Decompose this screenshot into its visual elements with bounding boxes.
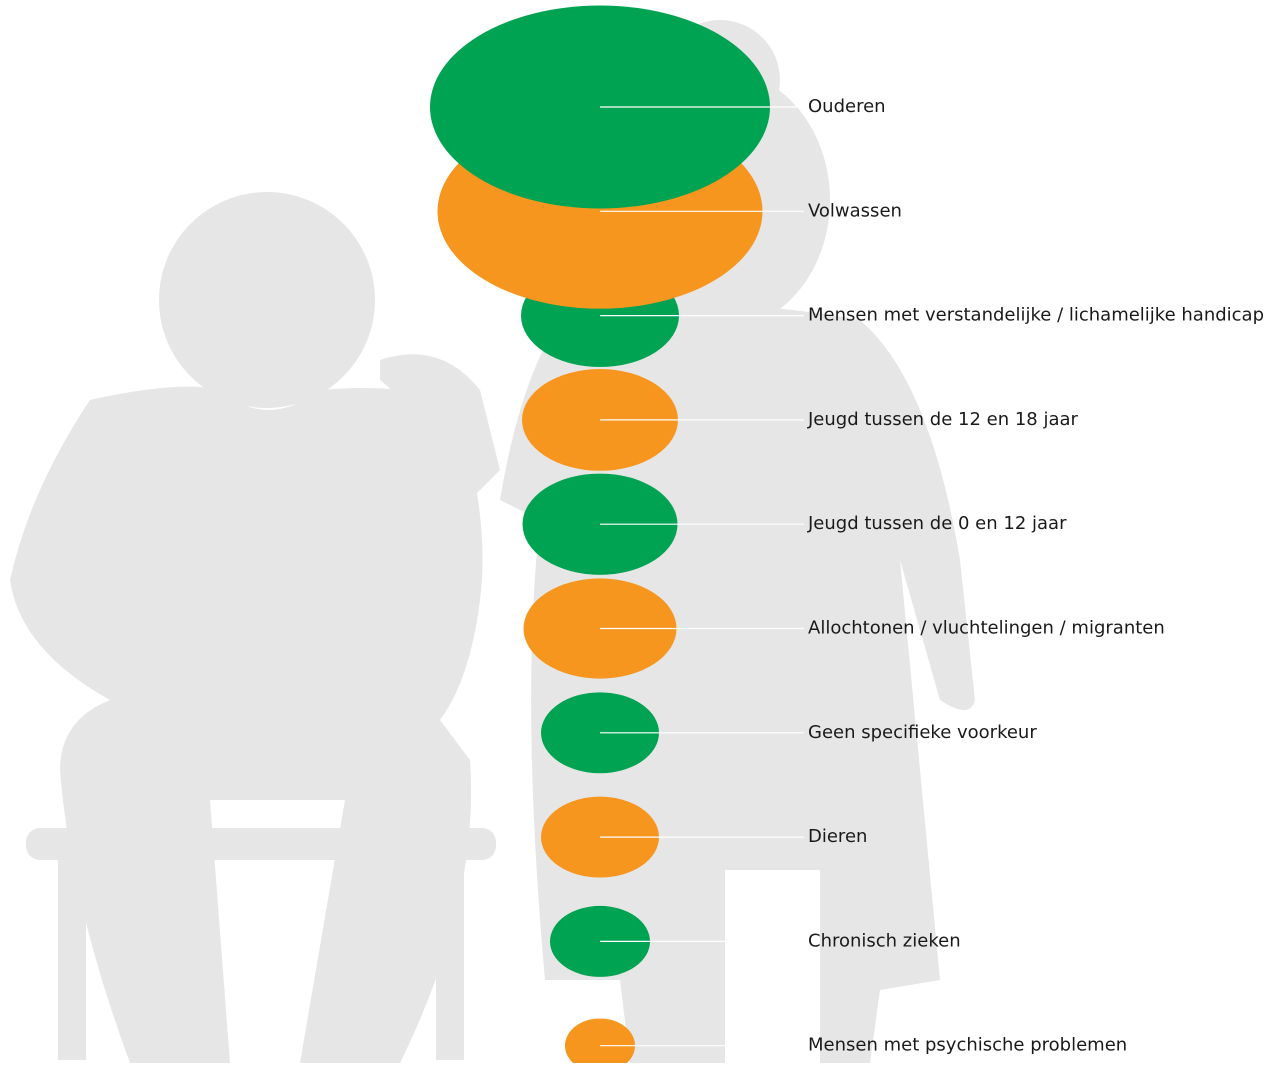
category-label: Mensen met psychische problemen bbox=[808, 1035, 1127, 1056]
bubble bbox=[565, 1018, 635, 1067]
chair-leg bbox=[58, 840, 86, 1060]
category-label: Dieren bbox=[808, 826, 867, 847]
category-label: Mensen met verstandelijke / lichamelijke… bbox=[808, 305, 1264, 326]
category-label: Volwassen bbox=[808, 200, 902, 221]
category-label: Allochtonen / vluchtelingen / migranten bbox=[808, 618, 1165, 639]
man-body bbox=[10, 386, 483, 1064]
chair-leg bbox=[436, 840, 464, 1060]
category-label: Geen specifieke voorkeur bbox=[808, 722, 1037, 743]
category-label: Jeugd tussen de 0 en 12 jaar bbox=[807, 513, 1067, 534]
category-label: Ouderen bbox=[808, 96, 886, 117]
category-label: Chronisch zieken bbox=[808, 930, 961, 951]
category-label: Jeugd tussen de 12 en 18 jaar bbox=[807, 409, 1079, 430]
labels: Ouderen Volwassen Mensen met verstandelijk… bbox=[600, 96, 1264, 1056]
chair-seat bbox=[26, 828, 496, 860]
man-head bbox=[159, 192, 375, 408]
